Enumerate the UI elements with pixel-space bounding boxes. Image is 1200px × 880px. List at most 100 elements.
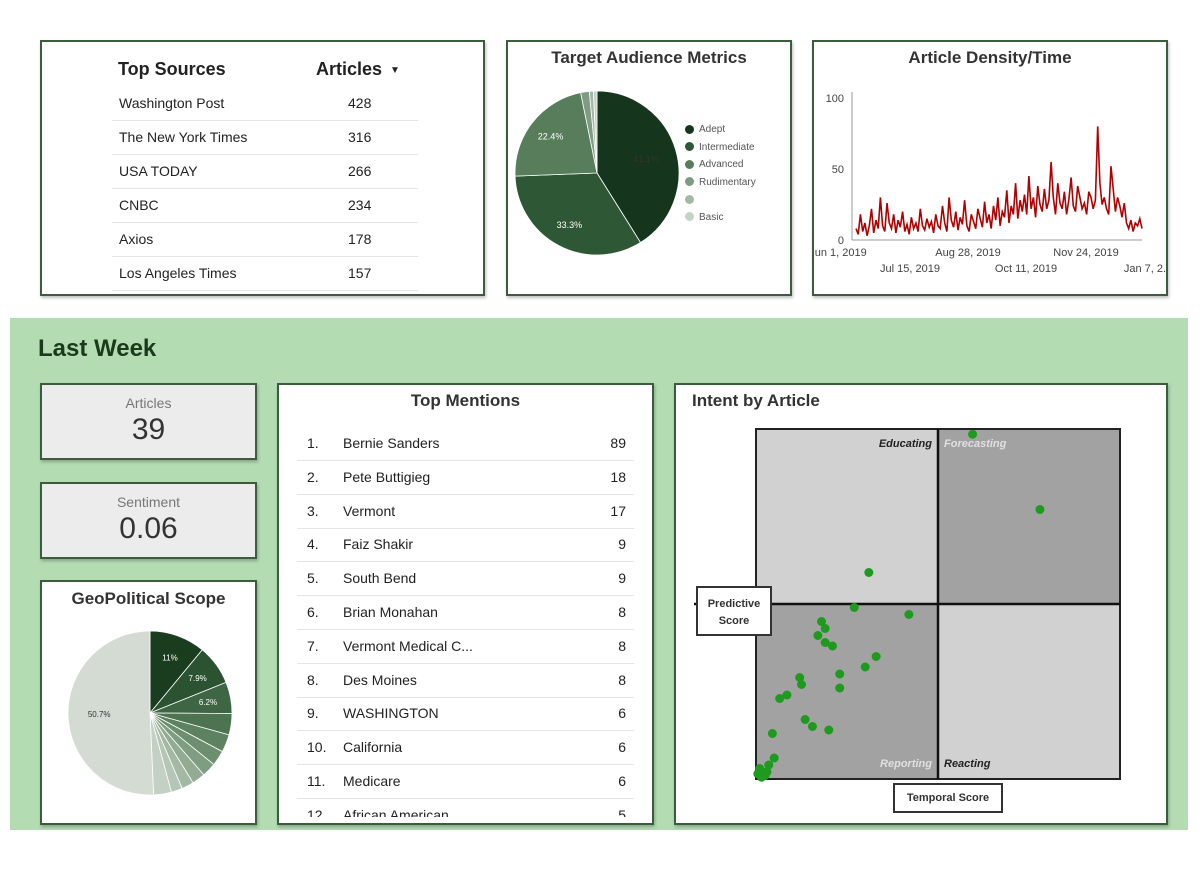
legend-entry[interactable]: Advanced bbox=[685, 159, 743, 170]
x-tick-label: Jul 15, 2019 bbox=[880, 263, 940, 275]
scatter-point[interactable] bbox=[849, 603, 859, 612]
y-tick-label: 0 bbox=[838, 235, 844, 247]
scatter-point[interactable] bbox=[820, 624, 830, 633]
density-series-line[interactable] bbox=[855, 126, 1143, 236]
slice-label: 22.4% bbox=[538, 132, 564, 142]
scatter-point[interactable] bbox=[860, 662, 870, 672]
scatter-point[interactable] bbox=[864, 568, 874, 577]
scatter-point[interactable] bbox=[795, 673, 805, 682]
y-tick-label: 50 bbox=[832, 164, 844, 176]
audience-pie-chart: 41.1% 33.3% 22.4% bbox=[514, 90, 680, 256]
table-row[interactable]: Washington Post 428 bbox=[112, 87, 418, 121]
legend-entry[interactable]: Intermediate bbox=[685, 142, 755, 153]
mention-rank: 2. bbox=[307, 468, 319, 485]
mention-name: African American bbox=[343, 806, 449, 817]
audience-legend: Adept Intermediate Advanced Rudimentary Basi… bbox=[685, 124, 785, 234]
slice-label: 41.1% bbox=[633, 154, 659, 164]
pie-slice[interactable] bbox=[514, 172, 642, 256]
list-item[interactable]: 10. California 6 bbox=[297, 731, 634, 766]
intent-panel: Intent by Article Educating Forecasting Re… bbox=[674, 383, 1168, 825]
list-item[interactable]: 12. African American 5 bbox=[297, 799, 634, 817]
sentiment-kpi-label: Sentiment bbox=[116, 494, 181, 510]
scatter-point[interactable] bbox=[835, 669, 845, 679]
mention-name: Vermont bbox=[343, 502, 396, 519]
table-row[interactable]: CNBC 234 bbox=[112, 189, 418, 223]
articles-kpi: Articles 39 bbox=[40, 383, 257, 460]
list-item[interactable]: 6. Brian Monahan 8 bbox=[297, 596, 634, 630]
scatter-point[interactable] bbox=[769, 753, 779, 763]
table-row[interactable]: Los Angeles Times 157 bbox=[112, 257, 418, 291]
scatter-point[interactable] bbox=[904, 610, 914, 619]
article-count: 178 bbox=[348, 231, 372, 247]
list-item[interactable]: 11. Medicare 6 bbox=[297, 765, 634, 799]
scatter-point[interactable] bbox=[800, 715, 810, 724]
scatter-point[interactable] bbox=[820, 638, 830, 647]
scatter-point[interactable] bbox=[807, 722, 817, 731]
scatter-point[interactable] bbox=[871, 652, 881, 661]
table-row[interactable]: The New York Times 316 bbox=[112, 121, 418, 155]
list-item[interactable]: 9. WASHINGTON 6 bbox=[297, 697, 634, 732]
article-count: 234 bbox=[348, 197, 372, 213]
pie-slice[interactable] bbox=[596, 90, 680, 244]
scatter-point[interactable] bbox=[1035, 505, 1045, 514]
density-title: Article Density/Time bbox=[908, 48, 1072, 67]
legend-label: Intermediate bbox=[699, 141, 755, 153]
scatter-point[interactable] bbox=[817, 617, 827, 626]
mention-name: Pete Buttigieg bbox=[343, 468, 431, 485]
list-item[interactable]: 5. South Bend 9 bbox=[297, 562, 634, 597]
mention-rank: 12. bbox=[307, 806, 327, 817]
source-name: Axios bbox=[119, 231, 154, 247]
source-name: The New York Times bbox=[119, 129, 248, 145]
x-tick-label: Jan 7, 2... bbox=[1124, 263, 1166, 275]
mention-name: Faiz Shakir bbox=[343, 536, 414, 553]
source-name: Los Angeles Times bbox=[119, 265, 237, 281]
table-row[interactable]: USA TODAY 266 bbox=[112, 155, 418, 189]
mention-rank: 6. bbox=[307, 604, 319, 620]
legend-entry[interactable] bbox=[685, 194, 699, 205]
list-item[interactable]: 7. Vermont Medical C... 8 bbox=[297, 630, 634, 664]
mention-count: 8 bbox=[618, 637, 626, 654]
articles-sort-header[interactable]: Articles ▼ bbox=[316, 59, 400, 80]
table-row[interactable]: Axios 178 bbox=[112, 223, 418, 257]
list-item[interactable]: 1. Bernie Sanders 89 bbox=[297, 427, 634, 461]
article-density-panel: Article Density/Time 0 50 100 Jun 1, 2019 Au… bbox=[812, 40, 1168, 296]
pie-slice[interactable] bbox=[514, 92, 598, 177]
mention-count: 6 bbox=[618, 705, 626, 722]
x-tick-label: Aug 28, 2019 bbox=[935, 247, 1000, 259]
legend-entry[interactable]: Basic bbox=[685, 212, 723, 223]
scatter-point[interactable] bbox=[968, 429, 978, 439]
slice-label: 7.9% bbox=[189, 674, 207, 683]
mention-rank: 7. bbox=[307, 637, 319, 654]
sentiment-kpi-value: 0.06 bbox=[119, 512, 178, 545]
pie-slice[interactable] bbox=[592, 90, 598, 174]
mention-count: 8 bbox=[618, 604, 626, 620]
scatter-point[interactable] bbox=[764, 760, 774, 770]
scatter-point[interactable] bbox=[767, 729, 777, 738]
list-item[interactable]: 2. Pete Buttigieg 18 bbox=[297, 461, 634, 495]
mention-rank: 10. bbox=[307, 739, 327, 756]
slice-label: 50.7% bbox=[88, 710, 111, 719]
sort-desc-icon[interactable]: ▼ bbox=[390, 64, 400, 76]
scatter-point[interactable] bbox=[827, 641, 837, 651]
scatter-point[interactable] bbox=[775, 694, 785, 703]
pie-slice[interactable] bbox=[67, 630, 155, 796]
scatter-point[interactable] bbox=[797, 680, 806, 689]
list-item[interactable]: 3. Vermont 17 bbox=[297, 495, 634, 529]
list-item[interactable]: 4. Faiz Shakir 9 bbox=[297, 528, 634, 563]
quadrant-label: Reporting bbox=[880, 758, 932, 770]
scatter-point[interactable] bbox=[824, 725, 834, 735]
scatter-point[interactable] bbox=[835, 683, 845, 693]
scatter-point[interactable] bbox=[813, 631, 823, 640]
mention-rank: 8. bbox=[307, 671, 319, 688]
legend-entry[interactable]: Rudimentary bbox=[685, 177, 756, 188]
temporal-score-text: Temporal Score bbox=[906, 792, 990, 804]
scatter-point[interactable] bbox=[782, 690, 792, 700]
mention-name: Brian Monahan bbox=[343, 604, 438, 620]
list-item[interactable]: 8. Des Moines 8 bbox=[297, 664, 634, 698]
scatter-point[interactable] bbox=[762, 767, 772, 777]
mention-count: 89 bbox=[610, 435, 626, 451]
mention-name: Vermont Medical C... bbox=[343, 637, 473, 654]
legend-entry[interactable]: Adept bbox=[685, 124, 725, 135]
top-sources-header[interactable]: Top Sources bbox=[118, 59, 226, 79]
slice-label: 11% bbox=[162, 653, 177, 662]
